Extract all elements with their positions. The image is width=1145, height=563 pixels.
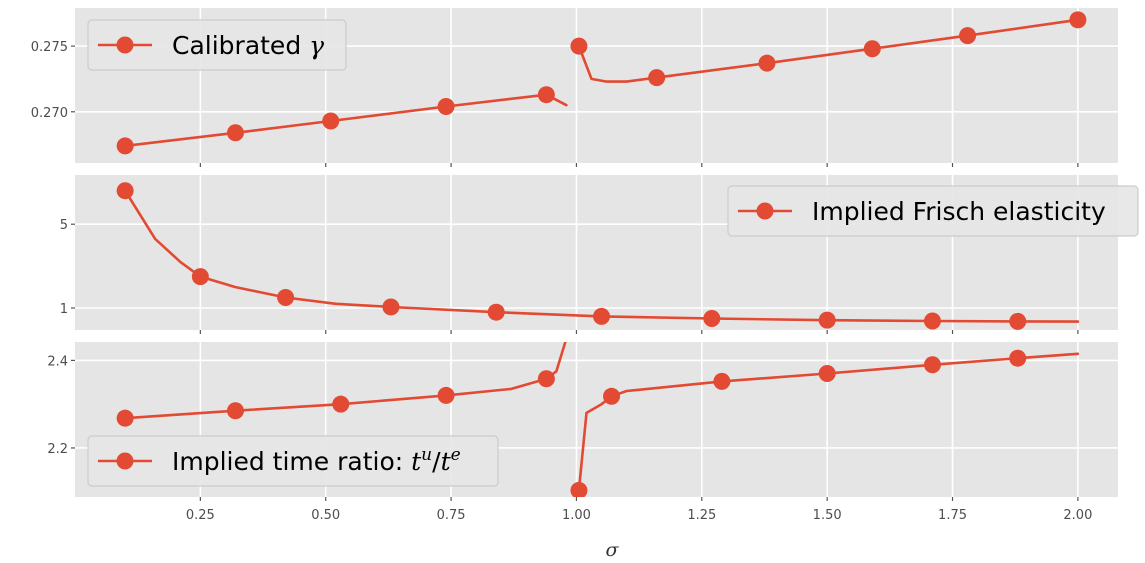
x-tick-label: 1.25 [687, 508, 716, 523]
y-tick-label: 5 [60, 218, 68, 233]
data-point [593, 307, 611, 325]
legend-marker [116, 452, 134, 470]
legend-label-part: u [421, 445, 432, 465]
data-point [116, 182, 134, 200]
legend-label-part: t [411, 447, 422, 476]
data-point [713, 372, 731, 390]
data-point [191, 268, 209, 286]
x-axis-title: σ [606, 539, 620, 561]
data-point [537, 370, 555, 388]
data-point [226, 402, 244, 420]
legend-box [87, 19, 347, 71]
data-point [332, 395, 350, 413]
data-point [116, 409, 134, 427]
series-line [123, 342, 567, 420]
data-point [818, 311, 836, 329]
legend-label-part: t [441, 447, 452, 476]
data-point [648, 69, 666, 87]
legend-label: Implied time ratio: tu/te [172, 445, 461, 476]
data-point [959, 27, 977, 45]
data-point [1009, 349, 1027, 367]
legend-label-part: Calibrated [172, 31, 309, 60]
x-tick-label: 0.50 [311, 508, 340, 523]
data-point [277, 289, 295, 307]
legend-label-part: Implied time ratio: [172, 447, 411, 476]
legend-marker [756, 202, 774, 220]
data-point [437, 98, 455, 116]
legend-label-part: e [451, 445, 461, 465]
y-tick-label: 1 [60, 302, 68, 317]
legend: Implied time ratio: tu/te [87, 435, 499, 487]
data-point [116, 137, 134, 155]
legend-label-part: Implied Frisch elasticity [812, 197, 1106, 226]
data-point [226, 124, 244, 142]
y-tick-label: 0.275 [31, 40, 68, 55]
legend-marker [116, 36, 134, 54]
panel-2: 1 5 Implied Frisch elasticity [60, 175, 1139, 334]
legend-label: Implied Frisch elasticity [812, 197, 1106, 226]
panels: 0.270 0.275 Calibrated γ 1 5 Implied Frisch e… [31, 8, 1139, 501]
y-tick-label: 0.270 [31, 106, 68, 121]
data-point [382, 298, 400, 316]
y-tick-label: 2.2 [47, 442, 68, 457]
legend: Calibrated γ [87, 19, 347, 71]
x-tick-label: 2.00 [1063, 508, 1092, 523]
series-group [116, 11, 1087, 155]
series-group [116, 182, 1080, 330]
legend: Implied Frisch elasticity [727, 185, 1139, 237]
x-tick-label: 1.00 [562, 508, 591, 523]
legend-label: Calibrated γ [172, 31, 324, 60]
series-line [577, 352, 1080, 492]
data-point [758, 54, 776, 72]
data-point [923, 356, 941, 374]
legend-label-part: γ [309, 31, 324, 60]
data-point [437, 386, 455, 404]
x-tick-labels: 0.25 0.50 0.75 1.00 1.25 1.50 1.75 2.00 [186, 508, 1092, 523]
data-point [1009, 312, 1027, 330]
data-point [1069, 11, 1087, 29]
data-point [570, 481, 588, 497]
x-tick-label: 1.50 [813, 508, 842, 523]
x-tick-label: 0.25 [186, 508, 215, 523]
series-group [116, 342, 1080, 497]
data-point [603, 387, 621, 405]
data-point [703, 309, 721, 327]
legend-label-part: / [432, 447, 441, 476]
y-tick-label: 2.4 [47, 354, 68, 369]
data-point [487, 303, 505, 321]
panel-1: 0.270 0.275 Calibrated γ [31, 8, 1118, 167]
x-tick-label: 0.75 [437, 508, 466, 523]
data-point [818, 365, 836, 383]
data-point [537, 86, 555, 104]
data-point [863, 40, 881, 58]
data-point [322, 112, 340, 130]
data-point [570, 37, 588, 55]
legend-box [727, 185, 1139, 237]
data-point [923, 312, 941, 330]
legend-box [87, 435, 499, 487]
x-tick-label: 1.75 [938, 508, 967, 523]
